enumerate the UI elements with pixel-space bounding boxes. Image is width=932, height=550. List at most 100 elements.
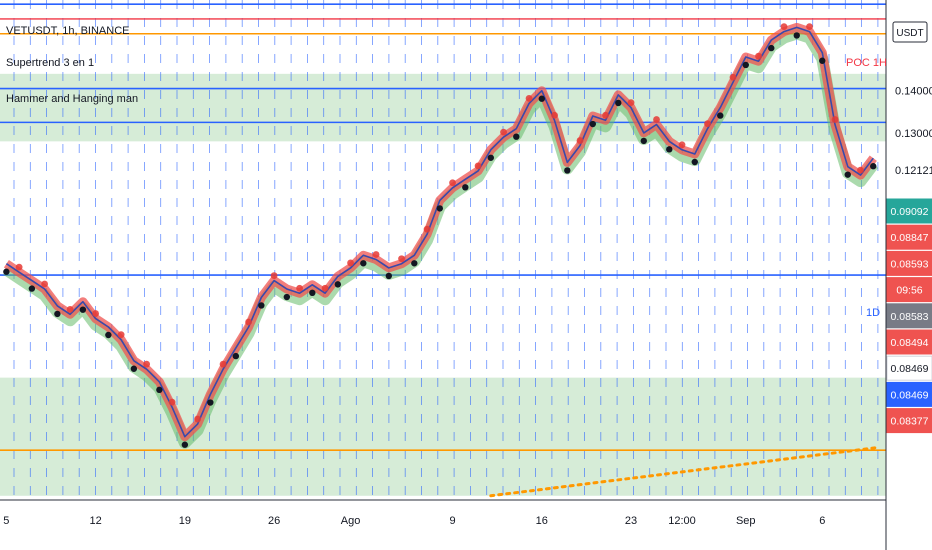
x-tick-label: 16 — [536, 515, 548, 527]
horizontal-levels — [0, 3, 886, 452]
data-point — [500, 128, 507, 136]
data-point — [28, 285, 36, 292]
data-point — [729, 73, 737, 81]
data-point — [168, 398, 176, 406]
data-point — [54, 310, 61, 318]
y-tick-label: 0.13000 — [895, 128, 932, 140]
data-point — [704, 120, 711, 128]
data-point — [870, 163, 877, 170]
green-zone-0 — [0, 73, 886, 142]
data-point — [143, 360, 151, 368]
data-point — [857, 166, 864, 174]
price-axis[interactable]: USDT 0.14000 0.13000 0.12121 — [892, 21, 932, 177]
symbol-title[interactable]: VETUSDT, 1h, BINANCE — [6, 25, 130, 37]
data-point — [742, 61, 749, 69]
poc-label: POC 1H — [846, 57, 887, 69]
data-point — [436, 205, 444, 212]
data-point — [602, 111, 609, 119]
data-point — [513, 133, 520, 140]
data-point — [411, 260, 418, 267]
data-point — [627, 99, 635, 106]
y-tick-label: 0.14000 — [895, 86, 932, 98]
data-point — [156, 386, 163, 394]
x-tick-label: 12:00 — [668, 515, 696, 527]
currency-button[interactable] — [892, 21, 928, 43]
data-point — [615, 99, 622, 107]
data-point — [640, 137, 647, 145]
data-point — [564, 167, 571, 174]
data-point — [309, 289, 316, 297]
data-point — [525, 94, 533, 102]
currency-label[interactable]: USDT — [896, 28, 923, 39]
price-tag-label: 0.08593 — [891, 258, 929, 270]
price-tag-label: 0.08469 — [891, 389, 929, 401]
price-tag — [886, 355, 932, 381]
data-point — [551, 111, 558, 119]
price-tag-label: 0.08847 — [891, 232, 929, 244]
price-line — [5, 26, 874, 438]
data-point — [487, 154, 495, 161]
x-tick-label: 19 — [179, 515, 191, 527]
data-point — [717, 112, 724, 119]
data-point — [768, 44, 775, 52]
data-point — [130, 365, 138, 372]
time-axis[interactable]: 5 12 19 26 Ago 9 16 23 12:00 Sep 6 — [3, 515, 825, 527]
data-point — [653, 116, 660, 123]
x-tick-label: Ago — [341, 515, 361, 527]
x-tick-label: 12 — [89, 515, 101, 527]
price-tag-label: 09:56 — [896, 285, 922, 297]
data-point — [66, 305, 74, 313]
data-point — [270, 272, 278, 279]
y-tick-label: 0.12121 — [895, 165, 932, 177]
data-point — [3, 268, 10, 275]
data-point — [831, 116, 839, 123]
data-point — [819, 57, 826, 64]
time-axis-background — [0, 500, 886, 550]
green-zone-1 — [0, 377, 886, 496]
data-point — [462, 184, 469, 191]
data-point — [678, 141, 686, 149]
data-point — [245, 318, 252, 326]
data-point — [321, 284, 329, 292]
price-series — [3, 22, 879, 449]
data-point — [691, 158, 698, 166]
data-point — [232, 352, 240, 360]
trendline — [489, 445, 882, 498]
price-tag-label: 0.08469 — [891, 363, 929, 375]
data-point — [449, 179, 456, 187]
data-point — [538, 95, 545, 102]
data-point — [92, 310, 100, 317]
x-tick-label: 23 — [625, 515, 637, 527]
data-point — [219, 360, 227, 368]
price-tag — [886, 303, 932, 329]
data-point — [181, 441, 189, 448]
price-tags: 0.09092 0.08847 0.08593 09:56 0.08583 0.08494… — [886, 198, 932, 434]
data-point — [793, 32, 800, 39]
price-tag — [886, 198, 932, 224]
data-point — [258, 302, 265, 309]
indicator-supertrend-label[interactable]: Supertrend 3 en 1 — [6, 57, 95, 69]
dotted-trendline — [489, 445, 882, 498]
data-point — [474, 162, 482, 170]
data-point — [117, 331, 125, 339]
data-point — [398, 255, 405, 263]
data-point — [41, 280, 49, 288]
data-point — [666, 146, 673, 153]
data-point — [283, 293, 291, 301]
data-point — [79, 306, 87, 313]
data-point — [385, 272, 393, 280]
data-point — [755, 52, 762, 60]
data-point — [780, 23, 788, 31]
price-tag-label: 0.09092 — [891, 206, 929, 218]
data-point — [194, 415, 201, 423]
data-point — [806, 23, 813, 31]
x-tick-label: Sep — [736, 515, 756, 527]
data-point — [207, 399, 214, 406]
indicator-hammer-label[interactable]: Hammer and Hanging man — [6, 93, 139, 105]
price-tag-label: 0.08494 — [891, 337, 929, 349]
data-point — [334, 281, 342, 288]
data-point — [589, 120, 596, 128]
data-point — [347, 259, 354, 267]
x-tick-label: 9 — [449, 515, 455, 527]
